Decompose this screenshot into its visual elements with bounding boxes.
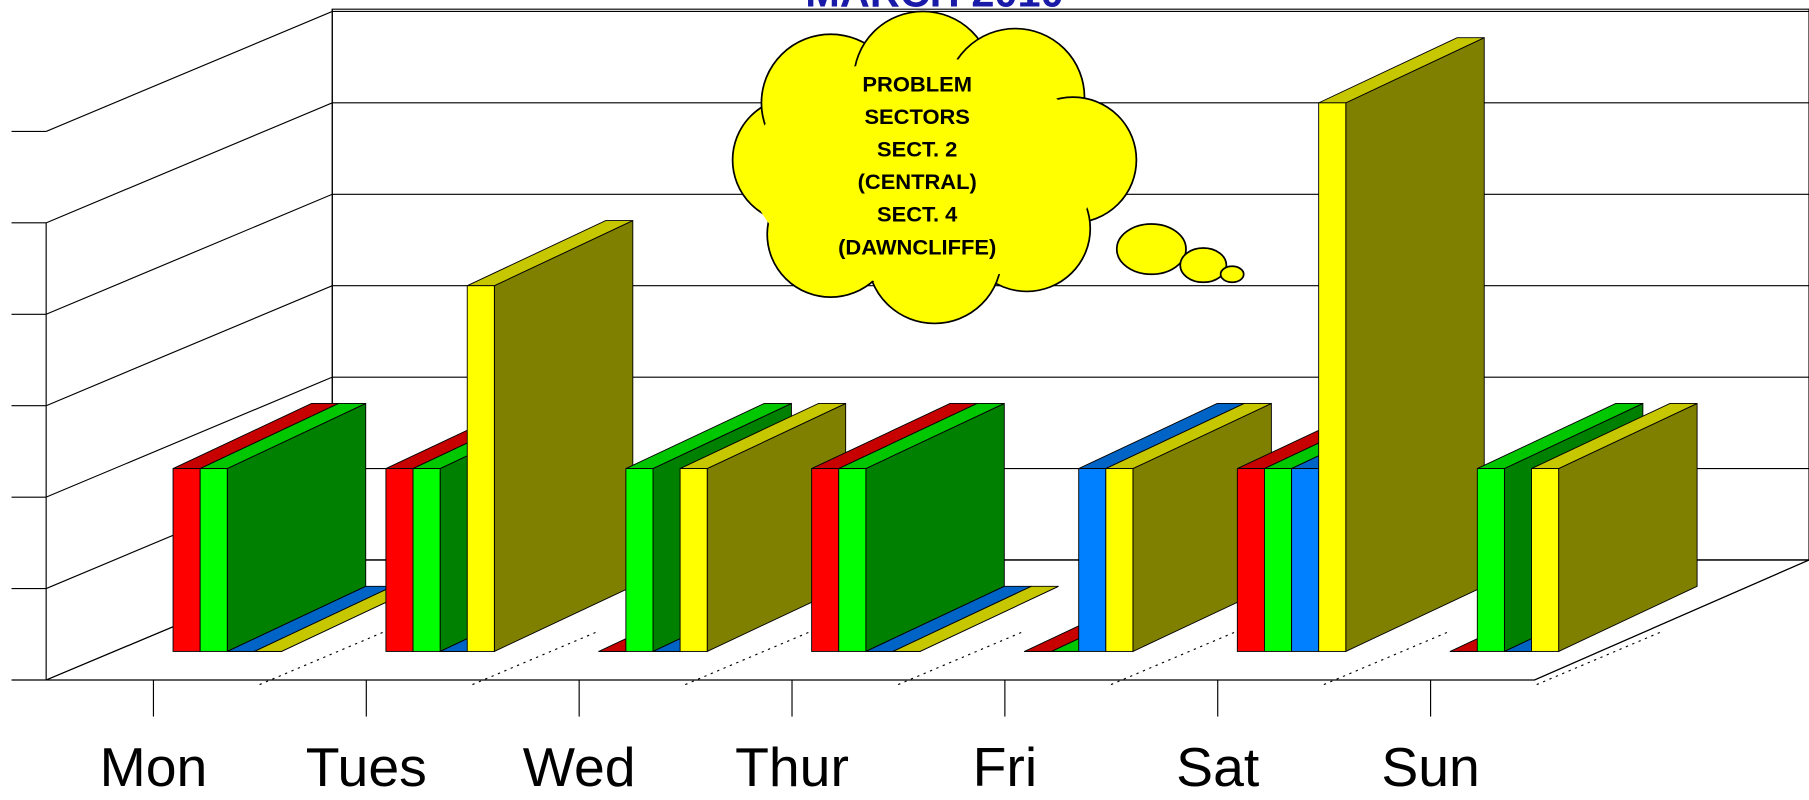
- bar: [811, 468, 840, 652]
- floor-divider: [1536, 630, 1664, 686]
- bars: [172, 36, 1698, 653]
- x-tick-label: Mon: [100, 736, 208, 798]
- x-tick-label: Sun: [1381, 736, 1480, 798]
- bar: [1236, 468, 1265, 652]
- bar-side: [1345, 36, 1485, 653]
- x-tick-label: Sat: [1176, 736, 1259, 798]
- floor-divider: [897, 630, 1026, 686]
- floor-divider: [472, 630, 600, 686]
- annotation-line: SECT. 4: [877, 202, 957, 227]
- floor-divider: [685, 630, 813, 686]
- bar: [1263, 468, 1293, 652]
- bar: [1476, 468, 1505, 652]
- bar: [679, 468, 708, 652]
- bar: [1078, 468, 1107, 652]
- bar: [172, 468, 201, 652]
- bar: [625, 468, 654, 652]
- bar: [466, 285, 495, 652]
- annotation-line: SECTORS: [864, 104, 969, 129]
- bar: [838, 468, 867, 652]
- x-tick-label: Fri: [973, 736, 1038, 798]
- floor-divider: [1110, 630, 1239, 686]
- annotation-line: (DAWNCLIFFE): [838, 234, 996, 259]
- x-tick-label: Tues: [306, 736, 427, 798]
- x-tick-label: Wed: [523, 736, 636, 798]
- bar: [385, 468, 414, 652]
- floor-edge: [1534, 559, 1809, 681]
- bar: [412, 468, 441, 652]
- floor-divider: [1323, 630, 1452, 686]
- bar: [1291, 468, 1320, 652]
- bar-side: [493, 219, 634, 653]
- floor-divider: [259, 630, 387, 686]
- x-tick-label: Thur: [735, 736, 849, 798]
- annotation-cloud: [731, 10, 1245, 325]
- bar: [1318, 102, 1347, 652]
- chart-title: MARCH 2010: [805, 0, 1063, 15]
- annotation-line: SECT. 2: [877, 137, 957, 162]
- annotation-line: (CENTRAL): [858, 169, 977, 194]
- bar: [1105, 468, 1134, 652]
- bar: [199, 468, 228, 652]
- annotation-line: PROBLEM: [862, 72, 972, 97]
- bar: [1531, 468, 1560, 652]
